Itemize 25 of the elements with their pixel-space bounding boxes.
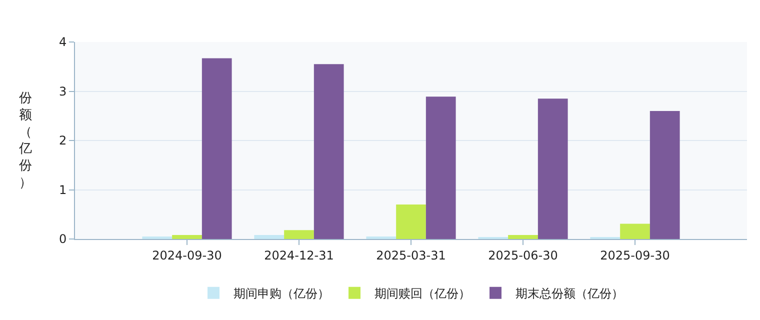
- x-tick-label: 2024-12-31: [264, 248, 334, 262]
- y-tick-label: 2: [58, 134, 67, 148]
- bar: [620, 224, 650, 239]
- y-tick-label: 1: [58, 182, 67, 197]
- legend-label: 期末总份额（亿份）: [516, 286, 624, 301]
- y-tick-label: 4: [58, 35, 67, 50]
- bar: [396, 204, 426, 239]
- bar: [314, 64, 344, 239]
- bar: [538, 98, 568, 239]
- bar: [254, 235, 284, 239]
- x-tick-label: 2025-09-30: [600, 248, 670, 262]
- y-tick-label: 3: [58, 84, 67, 98]
- bar: [508, 235, 538, 239]
- x-tick-label: 2025-03-31: [376, 248, 446, 262]
- bar: [650, 110, 680, 239]
- x-tick-label: 2025-06-30: [488, 248, 558, 262]
- bar: [202, 58, 232, 239]
- legend-label: 期间赎回（亿份）: [374, 286, 470, 301]
- legend-label: 期间申购（亿份）: [234, 286, 330, 301]
- y-axis-title: 份额（亿份）: [18, 91, 32, 190]
- bar: [284, 230, 314, 239]
- y-tick-label: 0: [58, 232, 67, 246]
- bar: [172, 235, 202, 239]
- x-tick-label: 2024-09-30: [152, 248, 222, 262]
- bar: [426, 96, 456, 239]
